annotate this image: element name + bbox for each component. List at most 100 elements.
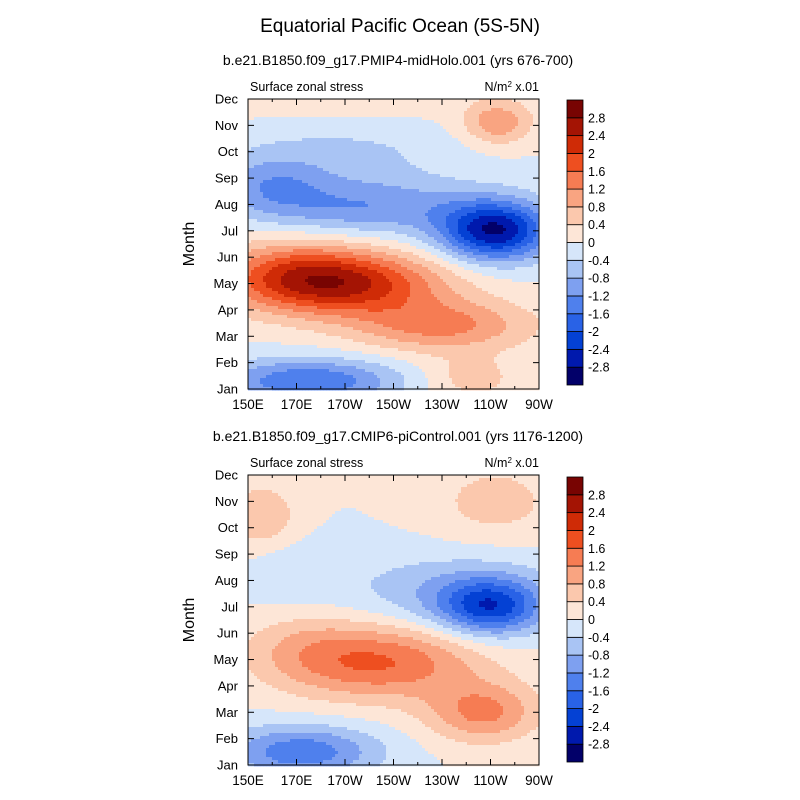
field-cell (344, 156, 348, 160)
field-cell (353, 234, 357, 238)
field-cell (452, 132, 456, 136)
field-cell (350, 168, 354, 172)
field-cell (383, 105, 387, 109)
field-cell (359, 225, 363, 229)
field-cell (365, 204, 369, 208)
field-cell (272, 252, 276, 256)
field-cell (305, 210, 309, 214)
field-cell (296, 153, 300, 157)
field-cell (251, 156, 255, 160)
field-cell (395, 141, 399, 145)
field-cell (314, 219, 318, 223)
field-cell (524, 129, 528, 133)
field-cell (284, 156, 288, 160)
field-cell (260, 120, 264, 124)
field-cell (353, 165, 357, 169)
field-cell (287, 228, 291, 232)
field-cell (524, 141, 528, 145)
field-cell (323, 129, 327, 133)
field-cell (395, 213, 399, 217)
field-cell (413, 126, 417, 130)
field-cell (359, 147, 363, 151)
field-cell (452, 147, 456, 151)
field-cell (422, 141, 426, 145)
field-cell (362, 177, 366, 181)
field-cell (530, 222, 534, 226)
field-cell (335, 114, 339, 118)
field-cell (380, 204, 384, 208)
field-cell (308, 222, 312, 226)
field-cell (494, 168, 498, 172)
field-cell (368, 195, 372, 199)
field-cell (272, 201, 276, 205)
field-cell (458, 219, 462, 223)
field-cell (440, 207, 444, 211)
field-cell (536, 108, 540, 112)
field-cell (341, 135, 345, 139)
field-cell (365, 207, 369, 211)
field-cell (272, 99, 276, 103)
field-cell (341, 225, 345, 229)
field-cell (473, 129, 477, 133)
field-cell (515, 138, 519, 142)
field-cell (359, 240, 363, 244)
field-cell (356, 228, 360, 232)
field-cell (407, 195, 411, 199)
field-cell (404, 231, 408, 235)
field-cell (491, 216, 495, 220)
field-cell (278, 252, 282, 256)
field-cell (500, 216, 504, 220)
field-cell (458, 153, 462, 157)
field-cell (281, 126, 285, 130)
field-cell (440, 144, 444, 148)
field-cell (269, 246, 273, 250)
field-cell (431, 204, 435, 208)
field-cell (335, 132, 339, 136)
field-cell (518, 156, 522, 160)
field-cell (278, 153, 282, 157)
field-cell (254, 117, 258, 121)
field-cell (398, 135, 402, 139)
field-cell (491, 249, 495, 253)
field-cell (335, 168, 339, 172)
field-cell (368, 210, 372, 214)
field-cell (434, 234, 438, 238)
field-cell (434, 108, 438, 112)
field-cell (515, 156, 519, 160)
field-cell (356, 210, 360, 214)
field-cell (401, 192, 405, 196)
field-cell (395, 132, 399, 136)
field-cell (371, 240, 375, 244)
field-cell (296, 234, 300, 238)
field-cell (455, 210, 459, 214)
field-cell (524, 177, 528, 181)
field-cell (491, 222, 495, 226)
field-cell (518, 120, 522, 124)
field-cell (530, 99, 534, 103)
field-cell (344, 243, 348, 247)
field-cell (302, 240, 306, 244)
field-cell (395, 195, 399, 199)
field-cell (431, 183, 435, 187)
field-cell (482, 105, 486, 109)
field-cell (389, 141, 393, 145)
field-cell (470, 105, 474, 109)
field-cell (374, 195, 378, 199)
field-cell (308, 141, 312, 145)
field-cell (440, 177, 444, 181)
field-cell (395, 228, 399, 232)
field-cell (275, 192, 279, 196)
field-cell (254, 213, 258, 217)
field-cell (530, 135, 534, 139)
field-cell (458, 141, 462, 145)
field-cell (350, 210, 354, 214)
field-cell (287, 108, 291, 112)
field-cell (302, 111, 306, 115)
field-cell (284, 195, 288, 199)
field-cell (470, 192, 474, 196)
field-cell (473, 117, 477, 121)
field-cell (293, 216, 297, 220)
field-cell (536, 144, 540, 148)
field-cell (419, 144, 423, 148)
field-cell (317, 120, 321, 124)
